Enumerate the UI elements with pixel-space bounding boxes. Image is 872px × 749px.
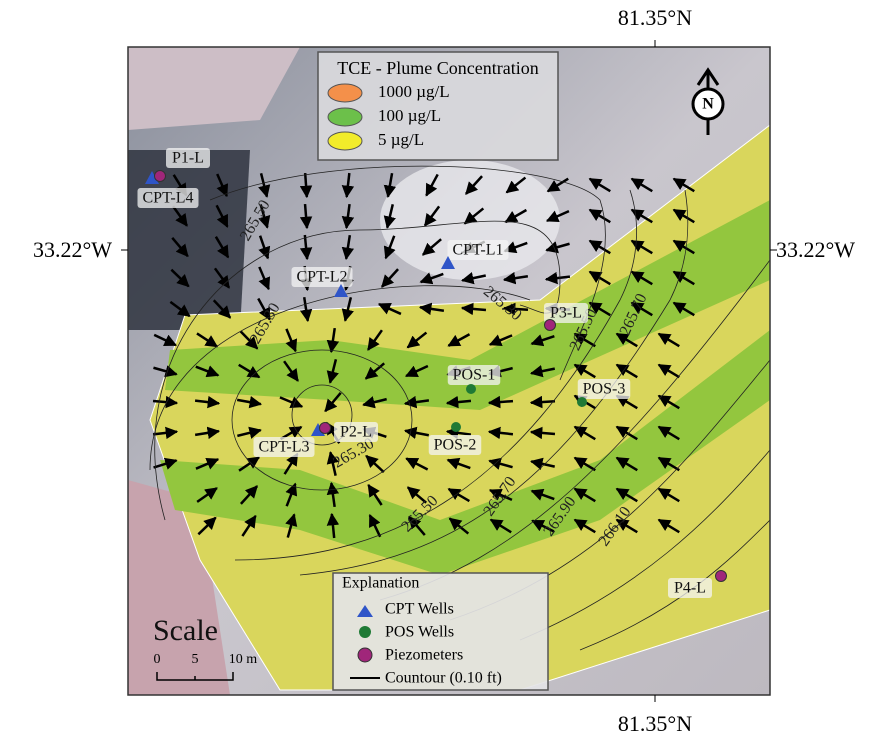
pos-well: [577, 397, 587, 407]
coord-label: 81.35°N: [618, 711, 692, 736]
legend-title: TCE - Plume Concentration: [337, 58, 538, 78]
piezometer: [716, 571, 727, 582]
plume-legend: TCE - Plume Concentration 1000 µg/L 100 …: [318, 52, 558, 160]
legend-item: 1000 µg/L: [378, 82, 450, 101]
explanation-item: Piezometers: [385, 647, 463, 664]
scale-tick: 0: [154, 652, 161, 667]
coord-label: 33.22°W: [33, 237, 112, 262]
pos-well: [466, 384, 476, 394]
legend-item: 100 µg/L: [378, 106, 441, 125]
flow-arrow: [305, 173, 307, 197]
well-label: POS-1: [453, 367, 496, 384]
explanation-item: POS Wells: [385, 624, 454, 641]
flow-arrow: [531, 401, 555, 402]
well-label: POS-2: [434, 437, 477, 454]
explanation-item: Countour (0.10 ft): [385, 670, 502, 687]
well-label: POS-3: [583, 381, 626, 398]
scale-tick: 10 m: [229, 652, 258, 667]
well-label: CPT-L1: [453, 242, 504, 259]
flow-arrow: [489, 401, 513, 403]
coord-label: 33.22°W: [776, 237, 855, 262]
pos-well: [451, 422, 461, 432]
map: 81.35°N 81.35°N 33.22°W 33.22°W 265.50 2…: [0, 0, 872, 744]
north-label: N: [702, 96, 714, 113]
well-label: CPT-L3: [259, 439, 310, 456]
piezometer: [320, 423, 331, 434]
piezometer: [545, 320, 556, 331]
legend-item: 5 µg/L: [378, 130, 424, 149]
explanation: Explanation CPT Wells POS Wells Piezomet…: [333, 573, 548, 690]
well-label: P2-L: [340, 424, 372, 441]
coord-label: 81.35°N: [618, 5, 692, 30]
piezometer: [155, 171, 166, 182]
explanation-item: CPT Wells: [385, 601, 454, 618]
scale-tick: 5: [192, 652, 199, 667]
well-label: P4-L: [674, 580, 706, 597]
well-label: P3-L: [550, 305, 582, 322]
well-label: P1-L: [172, 150, 204, 167]
scale-title: Scale: [153, 614, 218, 647]
explanation-title: Explanation: [342, 575, 419, 592]
well-label: CPT-L4: [143, 190, 194, 207]
well-label: CPT-L2: [297, 269, 348, 286]
